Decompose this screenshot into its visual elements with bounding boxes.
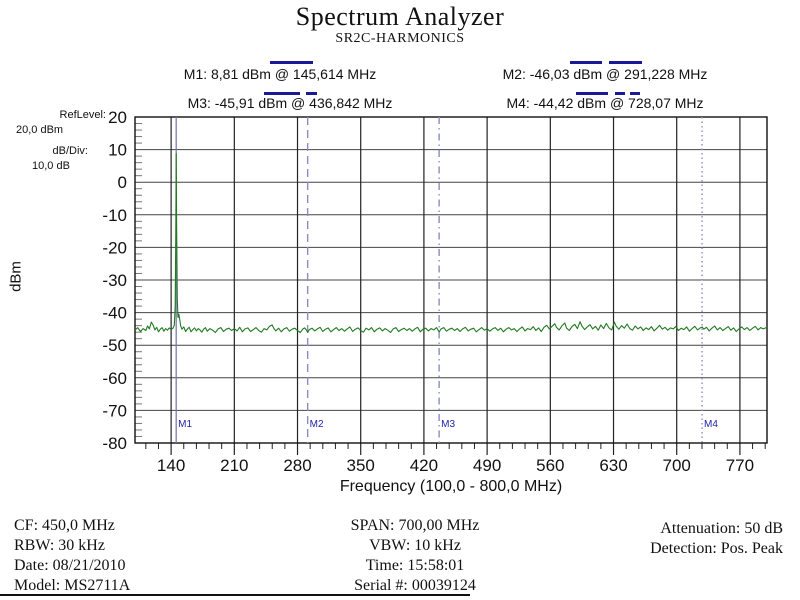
highlight-bar <box>609 61 642 64</box>
y-tick-label: -10 <box>102 206 127 225</box>
x-tick-label: 350 <box>347 456 375 475</box>
x-tick-label: 490 <box>473 456 501 475</box>
highlight-bar <box>630 92 640 95</box>
y-tick-label: -70 <box>102 401 127 420</box>
y-tick-label: -20 <box>102 238 127 257</box>
marker-readout-m2: M2: -46,03 dBm @ 291,228 MHz <box>502 66 708 82</box>
marker-readout-m3: M3: -45,91 dBm @ 436,842 MHz <box>187 95 393 111</box>
marker-flag-m1: M1 <box>178 419 192 430</box>
marker-flag-m3: M3 <box>441 419 455 430</box>
y-tick-label: -30 <box>102 271 127 290</box>
ref-level-label: RefLevel: <box>59 109 106 121</box>
page-subtitle: SR2C-HARMONICS <box>335 31 465 46</box>
highlight-bar <box>576 92 608 95</box>
ref-level-value: 20,0 dBm <box>16 124 64 136</box>
y-tick-label: -60 <box>102 369 127 388</box>
db-div-value: 10,0 dB <box>32 160 70 172</box>
x-tick-label: 140 <box>157 456 185 475</box>
highlight-bar <box>306 92 317 95</box>
x-tick-label: 630 <box>599 456 627 475</box>
x-tick-label: 700 <box>663 456 691 475</box>
highlight-bar <box>264 92 300 95</box>
x-tick-label: 560 <box>536 456 564 475</box>
y-tick-label: 0 <box>118 173 127 192</box>
y-tick-label: 10 <box>108 141 127 160</box>
trace-line <box>134 152 768 334</box>
footer-left-lines: CF: 450,0 MHz RBW: 30 kHz Date: 08/21/20… <box>14 517 131 594</box>
plot-border <box>134 116 768 444</box>
highlight-bar <box>270 61 313 64</box>
x-tick-label: 420 <box>410 456 438 475</box>
highlight-bar <box>615 92 625 95</box>
marker-readout-m1: M1: 8,81 dBm @ 145,614 MHz <box>183 66 377 82</box>
marker-readout-m4: M4: -44,42 dBm @ 728,07 MHz <box>506 95 704 111</box>
y-tick-label: -50 <box>102 336 127 355</box>
footer-right-lines: Attenuation: 50 dB Detection: Pos. Peak <box>650 520 783 557</box>
marker-flag-m2: M2 <box>310 419 324 430</box>
bottom-divider <box>0 594 470 596</box>
marker-flag-m4: M4 <box>704 419 718 430</box>
x-tick-label: 210 <box>220 456 248 475</box>
footer-col-center: SPAN: 700,00 MHz VBW: 10 kHz Time: 15:58… <box>250 516 580 596</box>
y-tick-label: -40 <box>102 304 127 323</box>
x-tick-label: 280 <box>283 456 311 475</box>
footer-col-left: CF: 450,0 MHz RBW: 30 kHz Date: 08/21/20… <box>14 516 130 596</box>
y-tick-label: 20 <box>108 108 127 127</box>
db-div-label: dB/Div: <box>52 145 88 157</box>
y-tick-label: -80 <box>102 434 127 453</box>
highlight-bar <box>570 61 602 64</box>
footer-col-right: Attenuation: 50 dB Detection: Pos. Peak <box>483 519 783 559</box>
footer-center-lines: SPAN: 700,00 MHz VBW: 10 kHz Time: 15:58… <box>350 517 480 594</box>
x-axis-title: Frequency (100,0 - 800,0 MHz) <box>339 478 563 495</box>
page-title: Spectrum Analyzer <box>295 2 505 31</box>
y-axis-title: dBm <box>7 261 25 292</box>
x-tick-label: 770 <box>726 456 754 475</box>
